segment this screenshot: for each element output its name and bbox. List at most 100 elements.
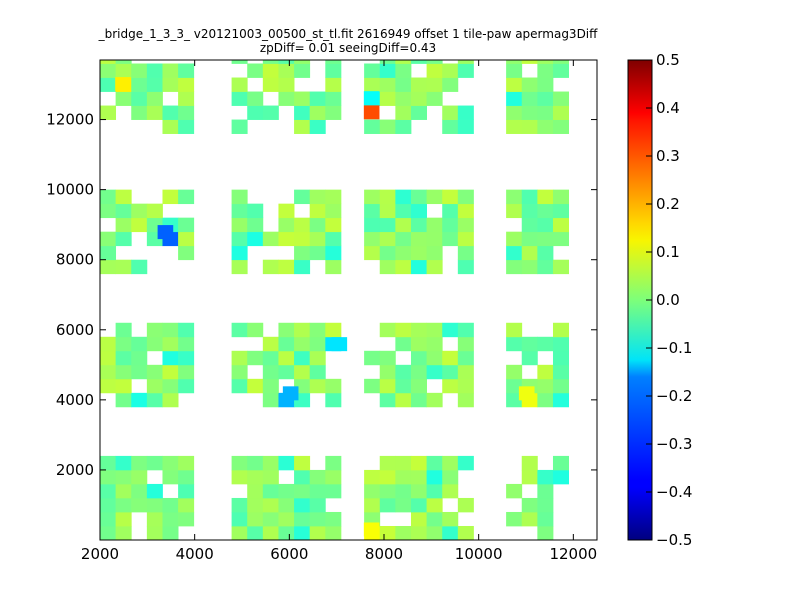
heatmap-cell [278, 91, 295, 106]
heatmap-cell [131, 63, 148, 78]
heatmap-cell [410, 364, 427, 380]
heatmap-cell [262, 525, 279, 540]
heatmap-cell [247, 217, 264, 233]
heatmap-cell [506, 259, 523, 275]
heatmap-cell [410, 91, 427, 106]
y-tick-label: 6000 [56, 321, 94, 339]
heatmap-cell [379, 378, 396, 394]
y-tick-label: 8000 [56, 251, 94, 269]
heatmap-cell [146, 105, 163, 120]
heatmap-cell [100, 525, 117, 540]
heatmap-cell [442, 217, 459, 233]
heatmap-cell [506, 336, 523, 352]
heatmap-cell [364, 203, 381, 219]
heatmap-cell [442, 322, 459, 338]
heatmap-cell [146, 322, 163, 338]
heatmap-cell [294, 350, 311, 366]
heatmap-cell [162, 77, 179, 92]
y-tick-label: 4000 [56, 391, 94, 409]
heatmap-cell [231, 378, 248, 394]
heatmap-cell [262, 483, 279, 499]
heatmap-cell [146, 511, 163, 527]
heatmap-cell [379, 119, 396, 134]
heatmap-cell [231, 322, 248, 338]
heatmap-cell [410, 511, 427, 527]
heatmap-cell [395, 91, 412, 106]
heatmap-cell [442, 469, 459, 485]
heatmap-cell [309, 483, 326, 499]
heatmap-cell [379, 60, 396, 64]
heatmap-cell [457, 245, 474, 261]
heatmap-cell [537, 63, 554, 78]
heatmap-cell [379, 525, 396, 540]
heatmap-cell [278, 322, 295, 338]
heatmap-cell [278, 336, 295, 352]
heatmap-cell [309, 91, 326, 106]
heatmap-cell [395, 336, 412, 352]
heatmap-cell [262, 350, 279, 366]
heatmap-cell [379, 231, 396, 247]
heatmap-cell [131, 497, 148, 513]
heatmap-cell [537, 525, 554, 540]
heatmap-cell [426, 217, 443, 233]
heatmap-cell [457, 105, 474, 120]
heatmap-cell [115, 525, 132, 540]
heatmap-cell [100, 483, 117, 499]
heatmap-cell [410, 77, 427, 92]
heatmap-cell [162, 392, 179, 408]
heatmap-cell [294, 469, 311, 485]
heatmap-cell [442, 483, 459, 499]
heatmap-cell [294, 245, 311, 261]
x-tick-label: 12000 [549, 545, 597, 563]
heatmap-cell [457, 119, 474, 134]
heatmap-cell [457, 231, 474, 247]
heatmap-cell [426, 322, 443, 338]
heatmap-cell [115, 364, 132, 380]
heatmap-cell [178, 364, 195, 380]
heatmap-cell [100, 497, 117, 513]
heatmap-cell [410, 217, 427, 233]
heatmap-cell [115, 497, 132, 513]
heatmap-cell [552, 119, 569, 134]
heatmap-cell [379, 217, 396, 233]
heatmap-cell [247, 231, 264, 247]
heatmap-cell [294, 455, 311, 471]
heatmap-cell [395, 105, 412, 120]
heatmap-cell [131, 336, 148, 352]
heatmap-cell [231, 203, 248, 219]
colorbar-axis: 0.5 0.4 0.3 0.2 0.1 0.0 −0.1 −0.2 −0.3 −0.4 −0.5 [646, 51, 692, 549]
heatmap-cell [115, 63, 132, 78]
heatmap-cell [294, 105, 311, 120]
heatmap-cell [100, 455, 117, 471]
heatmap-cell [537, 483, 554, 499]
heatmap-cell [278, 364, 295, 380]
heatmap-cell [395, 203, 412, 219]
heatmap-cell [410, 60, 427, 64]
heatmap-cell [410, 245, 427, 261]
heatmap-cell [442, 77, 459, 92]
heatmap-cell [162, 105, 179, 120]
heatmap-cell [426, 60, 443, 64]
heatmap-cell [537, 60, 554, 64]
heatmap-cell [100, 364, 117, 380]
heatmap-cell [426, 91, 443, 106]
heatmap-cell [294, 497, 311, 513]
heatmap-cell [410, 525, 427, 540]
heatmap-cell-highlight [157, 225, 174, 240]
heatmap-cell [115, 350, 132, 366]
heatmap-cell [426, 469, 443, 485]
heatmap-cell [162, 511, 179, 527]
heatmap-cell [262, 336, 279, 352]
heatmap-cell [231, 511, 248, 527]
heatmap-cell [131, 469, 148, 485]
heatmap-cell [552, 469, 569, 485]
chart-title-line-1: _bridge_1_3_3_ v20121003_00500_st_tl.fit… [98, 27, 599, 41]
y-tick-label: 12000 [46, 111, 94, 129]
heatmap-cell [537, 217, 554, 233]
heatmap-cell [442, 364, 459, 380]
heatmap-cell [537, 189, 554, 205]
colorbar-tick-label: 0.3 [656, 147, 680, 165]
heatmap-cell [395, 469, 412, 485]
heatmap-cell [309, 336, 326, 352]
heatmap-cell [410, 105, 427, 120]
